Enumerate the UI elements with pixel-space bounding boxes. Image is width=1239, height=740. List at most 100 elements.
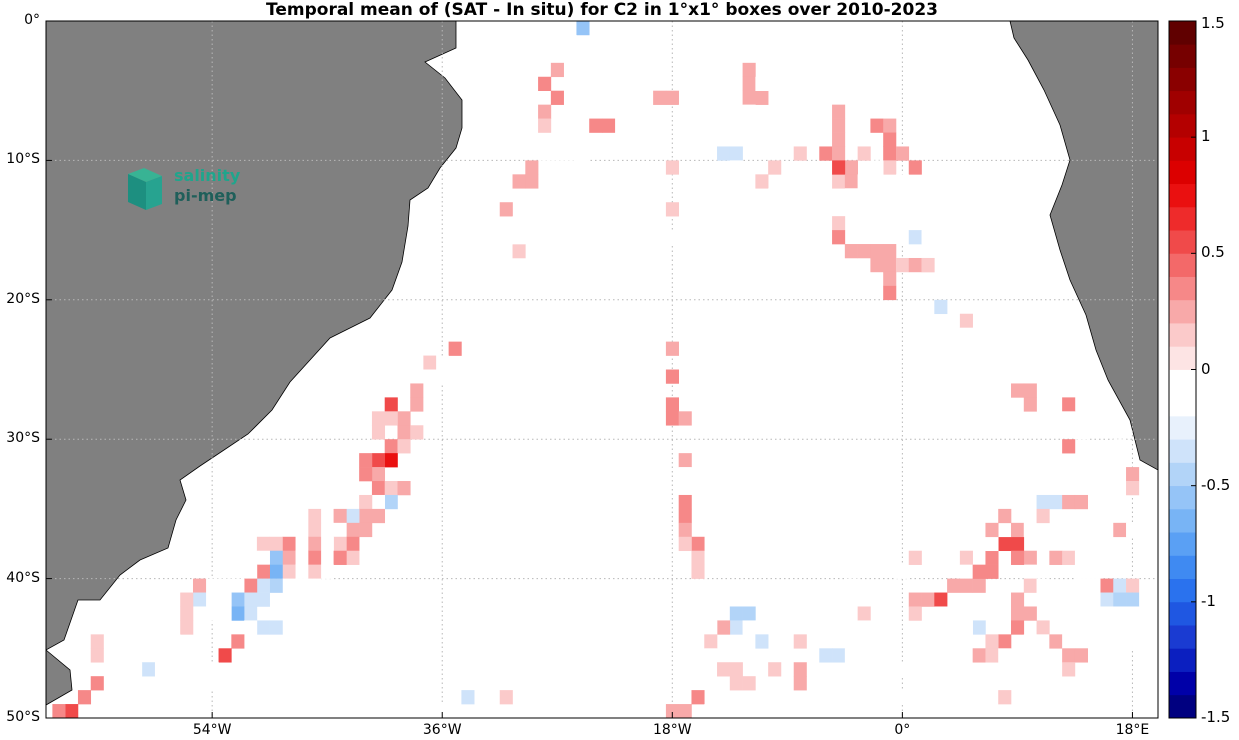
heatmap-cell [653, 21, 667, 36]
heatmap-cell [1074, 564, 1089, 579]
x-tick-label: 0° [894, 722, 911, 738]
heatmap-cell [678, 494, 692, 510]
heatmap-cell [972, 578, 986, 593]
heatmap-cell [832, 648, 846, 663]
heatmap-cell [371, 481, 386, 496]
heatmap-cell [895, 216, 910, 231]
heatmap-cell [550, 62, 564, 78]
colorbar [1168, 20, 1197, 719]
heatmap-cell [921, 257, 935, 273]
heatmap-cell [1113, 592, 1127, 607]
heatmap-cell [52, 704, 66, 719]
heatmap-cell [857, 606, 871, 621]
heatmap-cell [678, 467, 692, 482]
heatmap-cell [282, 508, 296, 524]
heatmap-cell [1036, 578, 1050, 593]
heatmap-cell [844, 244, 858, 259]
colorbar-segment [1169, 113, 1196, 138]
heatmap-cell [883, 230, 897, 245]
heatmap-cell [844, 174, 858, 189]
heatmap-cell [883, 146, 897, 161]
heatmap-cell [231, 592, 245, 607]
heatmap-cell [282, 536, 296, 552]
heatmap-cell [180, 620, 194, 635]
heatmap-cell [972, 648, 986, 663]
heatmap-cell [397, 411, 411, 426]
heatmap-cell [1062, 397, 1076, 412]
heatmap-cell [346, 508, 360, 524]
heatmap-cell [704, 648, 718, 663]
heatmap-cell [1049, 704, 1063, 719]
heatmap-cell [998, 522, 1012, 538]
heatmap-cell [665, 704, 679, 719]
heatmap-cell [90, 648, 104, 663]
heatmap-cell [742, 606, 756, 621]
heatmap-cell [141, 662, 155, 677]
colorbar-segment [1169, 578, 1196, 603]
heatmap-cell [857, 174, 871, 189]
heatmap-cell [844, 160, 858, 175]
heatmap-cell [256, 592, 270, 607]
heatmap-cell [895, 690, 910, 705]
heatmap-cell [244, 564, 258, 579]
heatmap-cell [154, 648, 168, 663]
heatmap-cell [103, 676, 117, 691]
heatmap-cell [192, 592, 207, 607]
heatmap-cell [1023, 578, 1037, 593]
heatmap-cell [1113, 578, 1127, 593]
y-tick-label: 10°S [6, 151, 40, 168]
heatmap-cell [985, 648, 999, 663]
heatmap-cell [538, 118, 552, 133]
heatmap-cell [1036, 494, 1050, 510]
colorbar-segment [1169, 369, 1196, 394]
heatmap-cell [295, 508, 309, 524]
heatmap-cell [269, 620, 283, 635]
heatmap-cell [678, 34, 692, 50]
heatmap-cell [691, 676, 705, 691]
colorbar-segment [1169, 276, 1196, 301]
heatmap-cell [908, 592, 922, 607]
heatmap-cell [691, 550, 705, 565]
heatmap-cell [218, 592, 232, 607]
heatmap-cell [665, 369, 679, 384]
heatmap-cell [729, 21, 743, 36]
heatmap-cell [1011, 592, 1025, 607]
data-cells [52, 21, 1140, 719]
heatmap-cell [665, 90, 679, 105]
heatmap-cell [602, 704, 616, 719]
heatmap-cell [346, 522, 360, 538]
heatmap-cell [1074, 550, 1089, 565]
heatmap-cell [90, 634, 104, 649]
heatmap-cell [985, 522, 999, 538]
heatmap-cell [908, 160, 922, 175]
heatmap-cell [435, 704, 449, 719]
heatmap-cell [244, 578, 258, 593]
heatmap-cell [678, 104, 692, 119]
heatmap-cell [205, 662, 219, 677]
heatmap-cell [653, 662, 667, 677]
heatmap-cell [691, 536, 705, 552]
heatmap-cell [397, 369, 411, 384]
heatmap-cell [1062, 634, 1076, 649]
y-tick-label: 50°S [6, 709, 40, 725]
heatmap-cell [729, 676, 743, 691]
y-tick-label: 40°S [6, 569, 40, 586]
heatmap-cell [678, 118, 692, 133]
heatmap-cell [410, 425, 424, 440]
heatmap-cell [959, 578, 973, 593]
heatmap-cell [244, 606, 258, 621]
heatmap-cell [384, 481, 398, 496]
heatmap-cell [1087, 578, 1101, 593]
heatmap-cell [883, 202, 897, 217]
heatmap-cell [512, 216, 526, 231]
heatmap-cell [742, 676, 756, 691]
colorbar-segment [1169, 21, 1196, 45]
heatmap-cell [998, 341, 1012, 356]
heatmap-cell [1023, 369, 1037, 384]
heatmap-cell [729, 160, 743, 175]
colorbar-tick-label: 1 [1201, 127, 1211, 146]
heatmap-cell [870, 257, 884, 273]
colorbar-tick-label: 1.5 [1201, 14, 1225, 32]
heatmap-cell [576, 21, 590, 36]
